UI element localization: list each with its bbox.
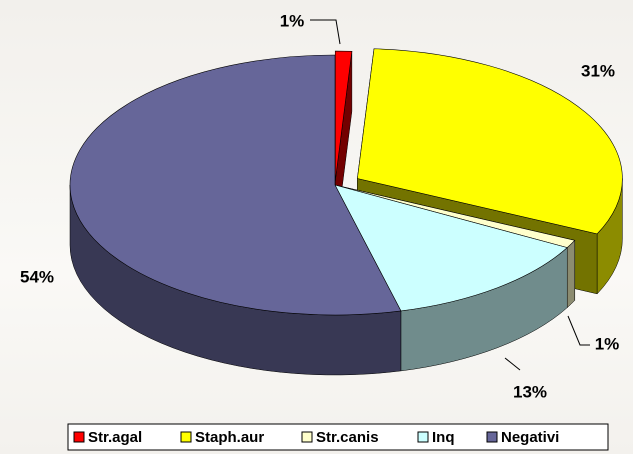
legend-label: Negativi <box>501 429 559 446</box>
data-label: 13% <box>513 382 547 401</box>
leader-line <box>310 19 341 45</box>
slice-side <box>566 239 576 309</box>
legend-swatch <box>486 431 498 443</box>
slice <box>334 184 568 312</box>
slice <box>357 48 623 235</box>
data-label: 31% <box>581 61 615 80</box>
leader-line <box>567 315 590 346</box>
legend-label: Inq <box>432 429 455 446</box>
legend-swatch <box>180 431 192 443</box>
legend-swatch <box>73 431 85 443</box>
leader-line <box>504 357 521 371</box>
legend-label: Str.canis <box>316 429 379 446</box>
legend-swatch <box>301 431 313 443</box>
slice <box>69 54 402 316</box>
legend-box <box>67 423 609 451</box>
data-label: 54% <box>20 267 54 286</box>
data-label: 1% <box>595 334 620 353</box>
legend-label: Staph.aur <box>195 429 264 446</box>
legend-label: Str.agal <box>88 429 142 446</box>
slice <box>334 50 353 182</box>
legend-swatch <box>417 431 429 443</box>
data-label: 1% <box>280 11 305 30</box>
